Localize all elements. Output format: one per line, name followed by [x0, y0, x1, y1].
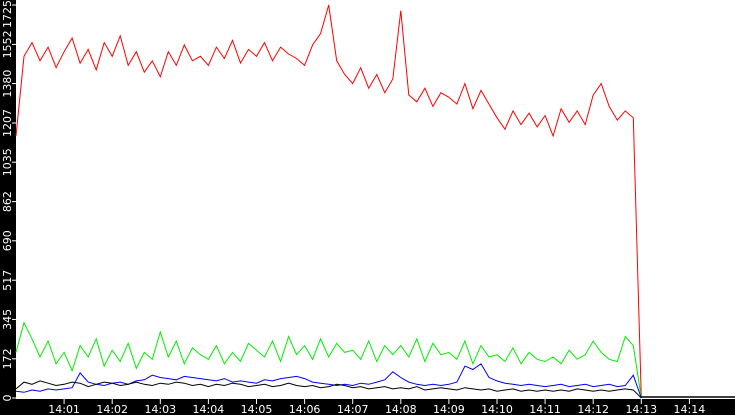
- series-line-0: [15, 4, 642, 399]
- x-tick-label: 14:09: [433, 403, 465, 415]
- y-tick-label: 345: [1, 309, 14, 330]
- series-layer: [15, 4, 735, 399]
- x-tick-label: 14:02: [96, 403, 128, 415]
- x-axis: 14:01 14:02 14:03 14:04 14:05 14:06 14:07 14:08…: [48, 399, 705, 415]
- x-tick-label: 14:10: [481, 403, 513, 415]
- y-tick-label: 0: [1, 395, 14, 402]
- x-tick-label: 14:04: [193, 403, 225, 415]
- y-tick-label: 690: [1, 230, 14, 251]
- y-tick-label: 1380: [1, 70, 14, 98]
- x-tick-label: 14:12: [577, 403, 609, 415]
- series-line-2: [15, 363, 642, 399]
- x-tick-label: 14:05: [241, 403, 273, 415]
- x-tick-label: 14:08: [385, 403, 417, 415]
- y-tick-label: 1035: [1, 148, 14, 176]
- y-tick-label: 1207: [1, 109, 14, 137]
- series-line-3: [15, 380, 642, 399]
- series-line-1: [15, 321, 642, 399]
- x-tick-label: 14:13: [625, 403, 657, 415]
- plot-area: [16, 0, 735, 399]
- x-tick-label: 14:01: [48, 403, 80, 415]
- x-tick-label: 14:07: [337, 403, 369, 415]
- x-tick-label: 14:03: [144, 403, 176, 415]
- x-tick-label: 14:11: [529, 403, 561, 415]
- y-tick-label: 862: [1, 191, 14, 212]
- y-tick-label: 517: [1, 270, 14, 291]
- x-tick-label: 14:06: [289, 403, 321, 415]
- y-tick-label: 172: [1, 348, 14, 369]
- y-tick-label: 1552: [1, 30, 14, 58]
- y-axis: 0 172 345 517 690 862 1035 1207 1380 1552 1725: [1, 0, 16, 402]
- y-tick-label: 1725: [1, 0, 14, 28]
- x-tick-label: 14:14: [674, 403, 706, 415]
